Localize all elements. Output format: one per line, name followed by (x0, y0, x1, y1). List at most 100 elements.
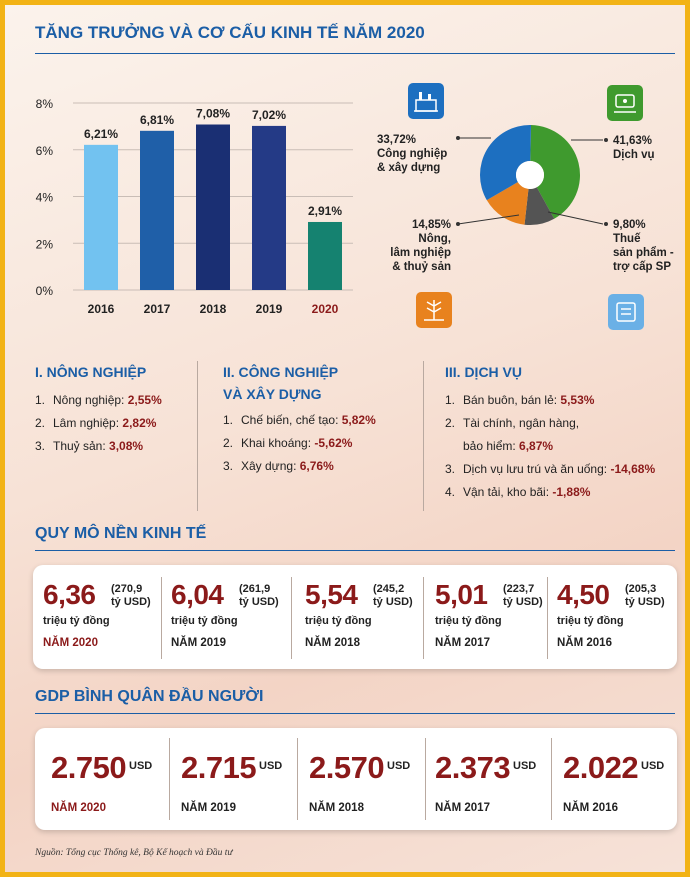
growth-bar-chart: 0% 2% 4% 6% 8% 6,21% 2016 6,81% 2017 7,08% 2018 7,… (36, 97, 353, 316)
scale-value: 5,01 (435, 579, 488, 610)
list-item-num: 1. (35, 393, 46, 407)
scale-unit: triệu tỷ đồng (43, 615, 110, 627)
x-tick-label: 2018 (200, 302, 227, 316)
list-item: 1. Bán buôn, bán lẻ: 5,53% (445, 389, 685, 412)
leader-thue-dot (604, 222, 608, 226)
bar-value-label: 7,02% (252, 108, 286, 122)
gdp-unit: USD (641, 760, 665, 772)
y-tick-label: 8% (36, 97, 54, 111)
x-tick-label: 2019 (256, 302, 283, 316)
list-item-value: 2,82% (122, 416, 157, 430)
pie-label-tax-pct: 9,80% (613, 219, 646, 231)
gdp-card: 2.750 USD NĂM 2020 2.715 USD NĂM 2019 2.… (35, 728, 677, 830)
list-item-label: Bán buôn, bán lẻ: (463, 393, 561, 407)
y-tick-label: 6% (36, 144, 54, 158)
list-item-value: -5,62% (314, 436, 353, 450)
list-item: 2. Tài chính, ngân hàng, bảo hiểm: 6,87% (445, 412, 685, 458)
scale-year: NĂM 2018 (305, 637, 360, 649)
scale-usd-value: (261,9 (239, 583, 271, 595)
y-tick-label: 2% (36, 237, 54, 251)
pie-label-industry-pct: 33,72% (377, 134, 417, 146)
pie-label-industry: 33,72% Công nghiệp & xây dựng (377, 133, 467, 175)
gdp-per-capita-title: GDP BÌNH QUÂN ĐẦU NGƯỜI (35, 688, 264, 705)
x-tick-label: 2016 (88, 302, 115, 316)
sector-agriculture-title: I. NÔNG NGHIỆP (35, 364, 147, 380)
list-item-value: 6,76% (299, 459, 334, 473)
sector-industry: II. CÔNG NGHIỆP VÀ XÂY DỰNG 1. Chế biến, … (223, 361, 423, 478)
list-item-label-cont: bảo hiểm: (463, 439, 520, 453)
pie-label-industry-line2: & xây dựng (377, 162, 441, 174)
pie-label-service: 41,63% Dịch vụ (613, 134, 685, 162)
scale-unit: triệu tỷ đồng (171, 615, 238, 627)
scale-unit: triệu tỷ đồng (305, 615, 372, 627)
divider (547, 577, 548, 659)
gdp-unit: USD (259, 760, 283, 772)
gdp-value: 2.715 (181, 750, 257, 785)
list-item-num: 2. (445, 416, 456, 430)
scale-usd-unit: tỷ USD) (239, 596, 279, 608)
scale-item-2017: 5,01 (223,7 tỷ USD) triệu tỷ đồng NĂM 201… (435, 579, 555, 649)
scale-usd-value: (205,3 (625, 583, 657, 595)
bar (308, 221, 342, 290)
factory-icon (408, 83, 444, 119)
pie-label-agri: 14,85% Nông, lâm nghiệp & thuỷ sản (373, 218, 451, 274)
list-item-label: Lâm nghiệp: (53, 416, 123, 430)
source-note: Nguồn: Tổng cục Thống kê, Bộ Kế hoạch và… (35, 848, 233, 858)
pie-label-tax-line2: sản phẩm - (613, 247, 674, 259)
scale-item-2018: 5,54 (245,2 tỷ USD) triệu tỷ đồng NĂM 201… (305, 579, 425, 649)
gdp-item-2016: 2.022 USD NĂM 2016 (563, 750, 673, 814)
leader-dv-dot (604, 138, 608, 142)
leader-thue (547, 211, 604, 225)
gdp-item-2018: 2.570 USD NĂM 2018 (309, 750, 419, 814)
list-item-num: 1. (223, 413, 234, 427)
list-item-value: 5,82% (341, 413, 376, 427)
scale-year: NĂM 2020 (43, 637, 98, 649)
list-item: 1. Nông nghiệp: 2,55% (35, 389, 200, 412)
y-tick-label: 0% (36, 284, 54, 298)
list-item-value: 3,08% (109, 439, 144, 453)
scale-value: 6,04 (171, 579, 224, 610)
pie-leader-lines (456, 136, 608, 226)
scale-year: NĂM 2019 (171, 637, 226, 649)
list-item-num: 2. (35, 416, 46, 430)
title-rule (35, 53, 675, 54)
leader-nn (457, 214, 520, 225)
x-tick-label: 2020 (312, 302, 339, 316)
list-item-label: Chế biến, chế tạo: (241, 413, 342, 427)
pie-label-agri-line3: & thuỷ sản (392, 261, 451, 273)
scale-usd-unit: tỷ USD) (625, 596, 665, 608)
divider (197, 361, 198, 511)
list-item: 3. Xây dựng: 6,76% (223, 455, 423, 478)
scale-usd: (245,2 tỷ USD) (373, 583, 413, 609)
gdp-year: NĂM 2018 (309, 802, 364, 814)
bar (252, 125, 286, 290)
scale-usd-unit: tỷ USD) (111, 596, 151, 608)
sector-industry-title-line1: II. CÔNG NGHIỆP (223, 364, 339, 380)
list-item-num: 3. (35, 439, 46, 453)
pie-label-tax-line3: trợ cấp SP (613, 261, 672, 273)
pie-label-industry-line1: Công nghiệp (377, 148, 448, 160)
bar (196, 124, 230, 290)
gdp-year: NĂM 2020 (51, 802, 106, 814)
list-item-num: 3. (445, 462, 456, 476)
list-item: 4. Vận tải, kho bãi: -1,88% (445, 481, 685, 504)
page-title: TĂNG TRƯỞNG VÀ CƠ CẤU KINH TẾ NĂM 2020 (35, 23, 425, 42)
section-rule (35, 713, 675, 714)
gdp-item-2017: 2.373 USD NĂM 2017 (435, 750, 545, 814)
list-item: 3. Dịch vụ lưu trú và ăn uống: -14,68% (445, 458, 685, 481)
gdp-value: 2.373 (435, 750, 511, 785)
gdp-value: 2.570 (309, 750, 385, 785)
list-item: 2. Lâm nghiệp: 2,82% (35, 412, 200, 435)
gdp-year: NĂM 2016 (563, 802, 618, 814)
scale-item-2019: 6,04 (261,9 tỷ USD) triệu tỷ đồng NĂM 201… (171, 579, 291, 649)
gdp-item-2020: 2.750 USD NĂM 2020 (51, 750, 161, 814)
gdp-value: 2.750 (51, 750, 127, 785)
economy-scale-card: 6,36 (270,9 tỷ USD) triệu tỷ đồng NĂM 202… (33, 565, 677, 669)
y-tick-label: 4% (36, 191, 54, 205)
gdp-unit: USD (387, 760, 411, 772)
agriculture-icon (416, 292, 452, 328)
scale-usd-value: (223,7 (503, 583, 535, 595)
list-item-value: -1,88% (552, 485, 591, 499)
pie-hole (516, 161, 544, 189)
